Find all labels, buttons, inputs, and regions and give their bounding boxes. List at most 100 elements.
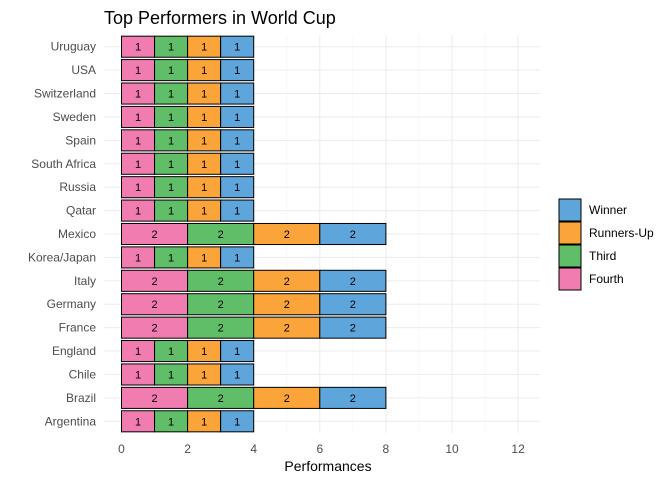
- bar-label-russia-winner: 1: [234, 182, 240, 194]
- bar-label-chile-winner: 1: [234, 369, 240, 381]
- x-tick-label-12: 12: [511, 442, 525, 456]
- y-tick-label-usa: USA: [71, 63, 96, 77]
- bar-label-spain-winner: 1: [234, 135, 240, 147]
- bar-sweden-winner: [220, 105, 255, 128]
- bar-label-switzerland-fourth: 1: [135, 89, 141, 101]
- bar-label-south-africa-winner: 1: [234, 159, 240, 171]
- bar-label-uruguay-runners-up: 1: [201, 42, 207, 54]
- bar-label-mexico-third: 2: [218, 229, 224, 241]
- bar-label-sweden-fourth: 1: [135, 112, 141, 124]
- bar-label-brazil-runners-up: 2: [284, 393, 290, 405]
- bar-label-sweden-third: 1: [168, 112, 174, 124]
- bar-argentina-winner: [220, 410, 255, 433]
- bar-label-usa-runners-up: 1: [201, 65, 207, 77]
- bar-label-south-africa-third: 1: [168, 159, 174, 171]
- bar-label-south-africa-fourth: 1: [135, 159, 141, 171]
- bar-label-korea-japan-fourth: 1: [135, 252, 141, 264]
- bar-label-usa-third: 1: [168, 65, 174, 77]
- bar-label-germany-winner: 2: [350, 299, 356, 311]
- y-tick-label-uruguay: Uruguay: [51, 40, 96, 54]
- bar-label-mexico-winner: 2: [350, 229, 356, 241]
- bar-label-spain-third: 1: [168, 135, 174, 147]
- bar-label-england-winner: 1: [234, 346, 240, 358]
- bar-label-france-third: 2: [218, 323, 224, 335]
- bar-chile-winner: [220, 363, 255, 386]
- bar-label-sweden-winner: 1: [234, 112, 240, 124]
- y-tick-label-korea-japan: Korea/Japan: [28, 250, 96, 264]
- x-tick-label-6: 6: [316, 442, 323, 456]
- x-axis-title: Performances: [284, 458, 371, 474]
- bar-korea-japan-winner: [220, 246, 255, 269]
- bar-south-africa-winner: [220, 152, 255, 175]
- bar-mexico-winner: [319, 222, 387, 246]
- bar-label-england-third: 1: [168, 346, 174, 358]
- legend: Winner Runners-Up Third Fourth: [558, 198, 654, 291]
- legend-label-fourth: Fourth: [589, 272, 624, 286]
- bar-label-germany-fourth: 2: [151, 299, 157, 311]
- bar-italy-winner: [319, 269, 387, 292]
- bar-label-russia-third: 1: [168, 182, 174, 194]
- bar-germany-winner: [319, 293, 387, 316]
- y-tick-label-qatar: Qatar: [66, 204, 96, 218]
- bar-label-argentina-fourth: 1: [135, 416, 141, 428]
- y-tick-label-brazil: Brazil: [66, 391, 96, 405]
- y-tick-label-spain: Spain: [65, 133, 96, 147]
- x-tick-label-10: 10: [445, 442, 459, 456]
- bar-label-south-africa-runners-up: 1: [201, 159, 207, 171]
- bar-label-uruguay-third: 1: [168, 42, 174, 54]
- bar-france-winner: [319, 316, 387, 339]
- legend-label-winner: Winner: [589, 203, 627, 217]
- bar-label-argentina-third: 1: [168, 416, 174, 428]
- y-tick-label-argentina: Argentina: [45, 414, 97, 428]
- bar-usa-winner: [220, 59, 255, 82]
- bar-label-spain-runners-up: 1: [201, 135, 207, 147]
- y-tick-label-sweden: Sweden: [53, 110, 96, 124]
- bar-label-germany-runners-up: 2: [284, 299, 290, 311]
- bar-label-qatar-winner: 1: [234, 206, 240, 218]
- y-tick-label-russia: Russia: [59, 180, 96, 194]
- legend-key-winner: [558, 198, 582, 222]
- bar-label-korea-japan-third: 1: [168, 252, 174, 264]
- bar-label-chile-runners-up: 1: [201, 369, 207, 381]
- bar-label-chile-third: 1: [168, 369, 174, 381]
- y-axis-tick-labels: Argentina Brazil Chile England France Germany…: [28, 40, 96, 429]
- bar-spain-winner: [220, 129, 255, 152]
- chart-title: Top Performers in World Cup: [104, 8, 336, 28]
- bar-label-argentina-winner: 1: [234, 416, 240, 428]
- y-tick-label-england: England: [52, 344, 96, 358]
- y-tick-label-france: France: [59, 321, 97, 335]
- bar-label-russia-fourth: 1: [135, 182, 141, 194]
- legend-label-runners-up: Runners-Up: [589, 226, 654, 240]
- bar-label-italy-third: 2: [218, 276, 224, 288]
- y-tick-label-switzerland: Switzerland: [34, 87, 96, 101]
- y-tick-label-chile: Chile: [69, 367, 97, 381]
- bar-label-mexico-runners-up: 2: [284, 229, 290, 241]
- bar-label-qatar-third: 1: [168, 206, 174, 218]
- bar-label-russia-runners-up: 1: [201, 182, 207, 194]
- bar-label-france-winner: 2: [350, 323, 356, 335]
- x-tick-label-4: 4: [250, 442, 257, 456]
- bar-label-usa-winner: 1: [234, 65, 240, 77]
- x-tick-label-8: 8: [383, 442, 390, 456]
- bar-label-italy-runners-up: 2: [284, 276, 290, 288]
- bar-brazil-winner: [319, 386, 387, 409]
- bar-label-uruguay-fourth: 1: [135, 42, 141, 54]
- bar-label-brazil-third: 2: [218, 393, 224, 405]
- bar-label-spain-fourth: 1: [135, 135, 141, 147]
- bar-label-switzerland-runners-up: 1: [201, 89, 207, 101]
- bar-label-italy-fourth: 2: [151, 276, 157, 288]
- legend-key-third: [558, 244, 582, 268]
- bar-label-england-fourth: 1: [135, 346, 141, 358]
- x-tick-label-2: 2: [184, 442, 191, 456]
- legend-label-third: Third: [589, 249, 616, 263]
- bar-label-chile-fourth: 1: [135, 369, 141, 381]
- bar-label-germany-third: 2: [218, 299, 224, 311]
- bar-qatar-winner: [220, 199, 255, 222]
- bar-label-france-fourth: 2: [151, 323, 157, 335]
- bar-label-brazil-fourth: 2: [151, 393, 157, 405]
- legend-key-runners-up: [558, 221, 582, 245]
- bar-label-qatar-runners-up: 1: [201, 206, 207, 218]
- bar-label-korea-japan-runners-up: 1: [201, 252, 207, 264]
- legend-key-fourth: [558, 267, 582, 291]
